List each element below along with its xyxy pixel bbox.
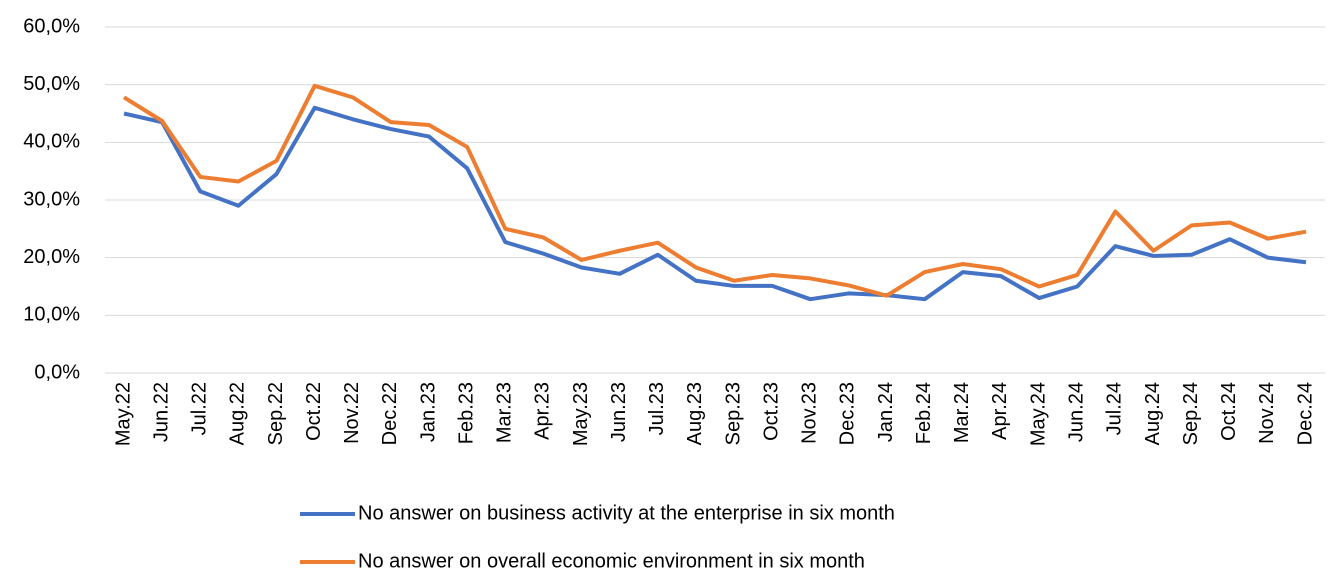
x-tick-label: Jun.22 — [150, 382, 172, 442]
x-tick-label: Nov.22 — [341, 382, 363, 444]
x-tick-label: May.24 — [1027, 382, 1049, 446]
x-tick-label: Dec.24 — [1294, 382, 1316, 445]
x-tick-label: Jun.23 — [608, 382, 630, 442]
x-tick-label: Jan.24 — [875, 382, 897, 442]
y-tick-label: 60,0% — [23, 15, 80, 37]
x-tick-label: Oct.22 — [303, 382, 325, 441]
x-tick-label: Jul.22 — [189, 382, 211, 435]
x-tick-label: Sep.22 — [265, 382, 287, 445]
y-tick-label: 10,0% — [23, 304, 80, 326]
x-tick-label: Oct.24 — [1218, 382, 1240, 441]
x-tick-label: Aug.22 — [227, 382, 249, 445]
y-tick-label: 30,0% — [23, 188, 80, 210]
legend-label: No answer on business activity at the en… — [358, 502, 895, 524]
x-tick-label: Dec.22 — [379, 382, 401, 445]
x-tick-label: Feb.24 — [913, 382, 935, 444]
x-tick-label: Sep.24 — [1180, 382, 1202, 445]
x-tick-label: Jul.23 — [646, 382, 668, 435]
y-tick-label: 40,0% — [23, 131, 80, 153]
x-tick-label: May.22 — [112, 382, 134, 446]
x-tick-label: Apr.23 — [532, 382, 554, 440]
x-tick-label: Aug.23 — [684, 382, 706, 445]
x-tick-label: Aug.24 — [1142, 382, 1164, 445]
series-line — [122, 83, 1307, 298]
y-tick-label: 20,0% — [23, 246, 80, 268]
x-tick-label: Jan.23 — [417, 382, 439, 442]
x-tick-label: Dec.23 — [837, 382, 859, 445]
x-tick-label: Mar.24 — [951, 382, 973, 443]
x-tick-label: Apr.24 — [989, 382, 1011, 440]
x-tick-label: Jul.24 — [1104, 382, 1126, 435]
legend-label: No answer on overall economic environmen… — [358, 550, 865, 571]
y-tick-label: 50,0% — [23, 73, 80, 95]
x-tick-label: Oct.23 — [760, 382, 782, 441]
x-tick-label: Nov.23 — [799, 382, 821, 444]
x-tick-label: Sep.23 — [722, 382, 744, 445]
y-tick-label: 0,0% — [34, 361, 80, 383]
x-tick-label: May.23 — [570, 382, 592, 446]
x-tick-label: Mar.23 — [494, 382, 516, 443]
series-line — [123, 105, 1307, 302]
x-tick-label: Nov.24 — [1256, 382, 1278, 444]
x-tick-label: Jun.24 — [1066, 382, 1088, 442]
x-tick-label: Feb.23 — [455, 382, 477, 444]
